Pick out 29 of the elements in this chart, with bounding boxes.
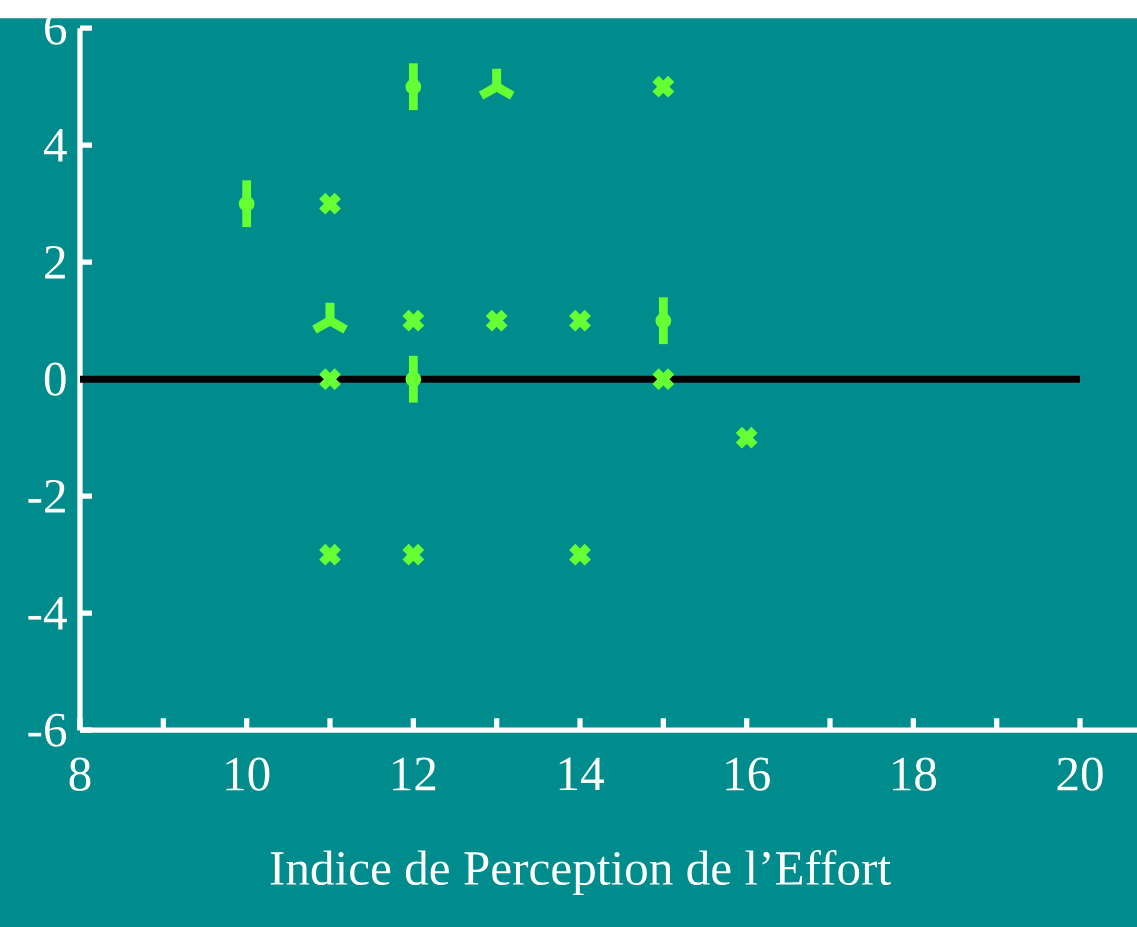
point (405, 371, 422, 388)
x-tick-label: 16 (726, 757, 770, 791)
point (651, 74, 676, 99)
point (401, 308, 426, 333)
point (651, 366, 676, 392)
y-tick-label: -4 (28, 596, 67, 630)
y-tick-label: 0 (44, 362, 66, 396)
point (734, 425, 759, 450)
x-tick-label: 20 (1057, 757, 1103, 791)
y-tick-label: 2 (45, 245, 65, 279)
point (401, 542, 426, 567)
y-tick-label: 4 (43, 128, 67, 162)
x-tick-label: 8 (69, 757, 91, 791)
y-tick-label: -2 (28, 479, 65, 513)
point (238, 195, 255, 212)
x-tick-label: 10 (226, 757, 270, 791)
point (655, 312, 672, 329)
point (405, 78, 422, 95)
y-tick-label: -6 (28, 713, 67, 747)
point (317, 366, 343, 392)
point (567, 542, 593, 567)
point (317, 191, 343, 216)
point (317, 542, 343, 567)
x-tick-label: 12 (393, 757, 436, 791)
x-tick-label: 14 (559, 757, 604, 791)
x-axis-title: Indice de Perception de l’Effort (270, 849, 891, 895)
point (484, 308, 509, 333)
point (567, 308, 593, 333)
x-tick-label: 18 (893, 757, 937, 791)
